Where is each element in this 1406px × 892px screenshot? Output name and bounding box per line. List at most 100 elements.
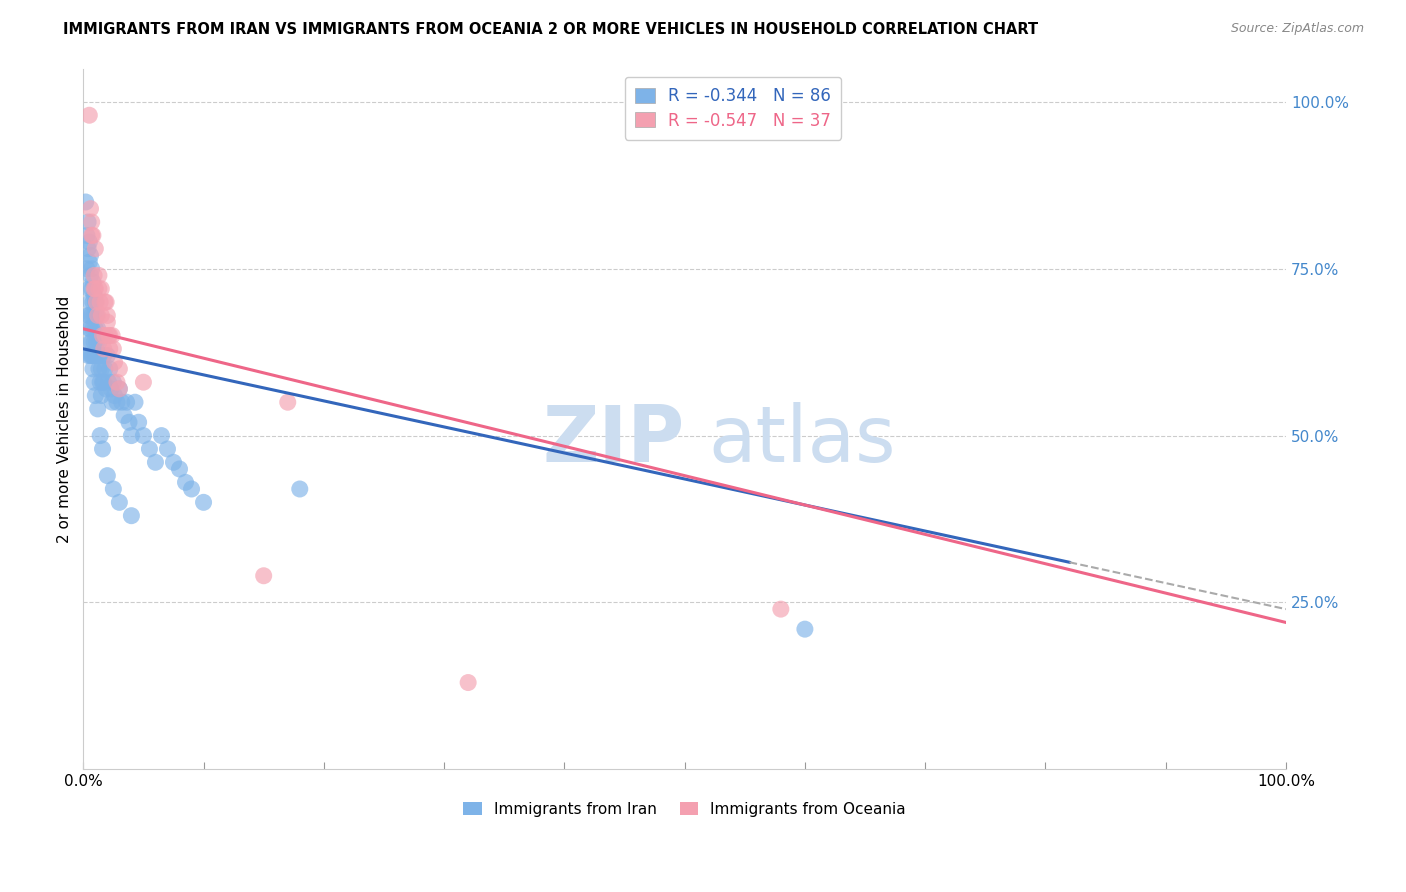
Point bbox=[98, 362, 121, 376]
Point bbox=[124, 395, 146, 409]
Point bbox=[79, 322, 101, 336]
Point bbox=[457, 675, 479, 690]
Point bbox=[83, 268, 105, 283]
Point bbox=[79, 322, 101, 336]
Point bbox=[103, 375, 125, 389]
Point bbox=[82, 349, 104, 363]
Text: Source: ZipAtlas.com: Source: ZipAtlas.com bbox=[1230, 22, 1364, 36]
Point bbox=[79, 335, 101, 350]
Point bbox=[82, 228, 104, 243]
Point bbox=[98, 328, 121, 343]
Point bbox=[87, 401, 110, 416]
Point bbox=[162, 455, 184, 469]
Point bbox=[91, 375, 114, 389]
Point bbox=[82, 275, 104, 289]
Point bbox=[97, 328, 120, 343]
Point bbox=[80, 261, 103, 276]
Point bbox=[108, 362, 131, 376]
Point bbox=[253, 568, 276, 582]
Point bbox=[115, 395, 138, 409]
Point bbox=[94, 382, 117, 396]
Point bbox=[96, 309, 118, 323]
Point bbox=[90, 282, 112, 296]
Point bbox=[101, 328, 124, 343]
Point bbox=[96, 349, 118, 363]
Point bbox=[79, 248, 101, 262]
Point bbox=[77, 242, 100, 256]
Point bbox=[79, 309, 101, 323]
Point bbox=[84, 388, 107, 402]
Point bbox=[83, 288, 105, 302]
Point bbox=[83, 282, 105, 296]
Point bbox=[80, 309, 103, 323]
Point bbox=[86, 309, 108, 323]
Point bbox=[277, 395, 299, 409]
Text: ZIP: ZIP bbox=[543, 402, 685, 478]
Point bbox=[112, 409, 135, 423]
Point bbox=[79, 235, 101, 249]
Point bbox=[108, 382, 131, 396]
Point bbox=[84, 322, 107, 336]
Point bbox=[79, 295, 101, 310]
Point bbox=[84, 282, 107, 296]
Point bbox=[100, 382, 122, 396]
Point bbox=[82, 322, 104, 336]
Point bbox=[80, 335, 103, 350]
Point bbox=[77, 349, 100, 363]
Point bbox=[103, 342, 125, 356]
Point bbox=[118, 415, 141, 429]
Point bbox=[80, 349, 103, 363]
Point bbox=[84, 295, 107, 310]
Point bbox=[82, 362, 104, 376]
Point bbox=[150, 428, 173, 442]
Point bbox=[89, 375, 111, 389]
Point bbox=[82, 295, 104, 310]
Point bbox=[193, 495, 215, 509]
Point bbox=[105, 395, 128, 409]
Point bbox=[94, 295, 117, 310]
Point bbox=[103, 482, 125, 496]
Point bbox=[84, 242, 107, 256]
Point bbox=[79, 108, 101, 122]
Point bbox=[103, 355, 125, 369]
Point bbox=[86, 295, 108, 310]
Point bbox=[108, 382, 131, 396]
Point bbox=[75, 194, 97, 209]
Point bbox=[87, 282, 110, 296]
Point bbox=[79, 349, 101, 363]
Point bbox=[89, 295, 111, 310]
Point bbox=[79, 255, 101, 269]
Point bbox=[96, 315, 118, 329]
Point bbox=[89, 428, 111, 442]
Point bbox=[174, 475, 197, 490]
Point bbox=[132, 428, 155, 442]
Point bbox=[91, 442, 114, 456]
Point bbox=[156, 442, 179, 456]
Point bbox=[94, 362, 117, 376]
Point bbox=[93, 349, 115, 363]
Point bbox=[128, 415, 150, 429]
Point bbox=[87, 335, 110, 350]
Point bbox=[97, 375, 120, 389]
Point bbox=[90, 362, 112, 376]
Point bbox=[87, 322, 110, 336]
Point bbox=[120, 428, 142, 442]
Legend: Immigrants from Iran, Immigrants from Oceania: Immigrants from Iran, Immigrants from Oc… bbox=[456, 795, 914, 825]
Point bbox=[138, 442, 160, 456]
Point bbox=[90, 309, 112, 323]
Point bbox=[132, 375, 155, 389]
Point bbox=[105, 375, 128, 389]
Point bbox=[77, 309, 100, 323]
Point bbox=[87, 309, 110, 323]
Point bbox=[108, 495, 131, 509]
Point bbox=[98, 342, 121, 356]
Point bbox=[83, 375, 105, 389]
Point bbox=[84, 349, 107, 363]
Point bbox=[94, 328, 117, 343]
Point bbox=[76, 228, 98, 243]
Point bbox=[77, 215, 100, 229]
Point bbox=[80, 228, 103, 243]
Point bbox=[91, 328, 114, 343]
Point bbox=[79, 282, 101, 296]
Point bbox=[180, 482, 202, 496]
